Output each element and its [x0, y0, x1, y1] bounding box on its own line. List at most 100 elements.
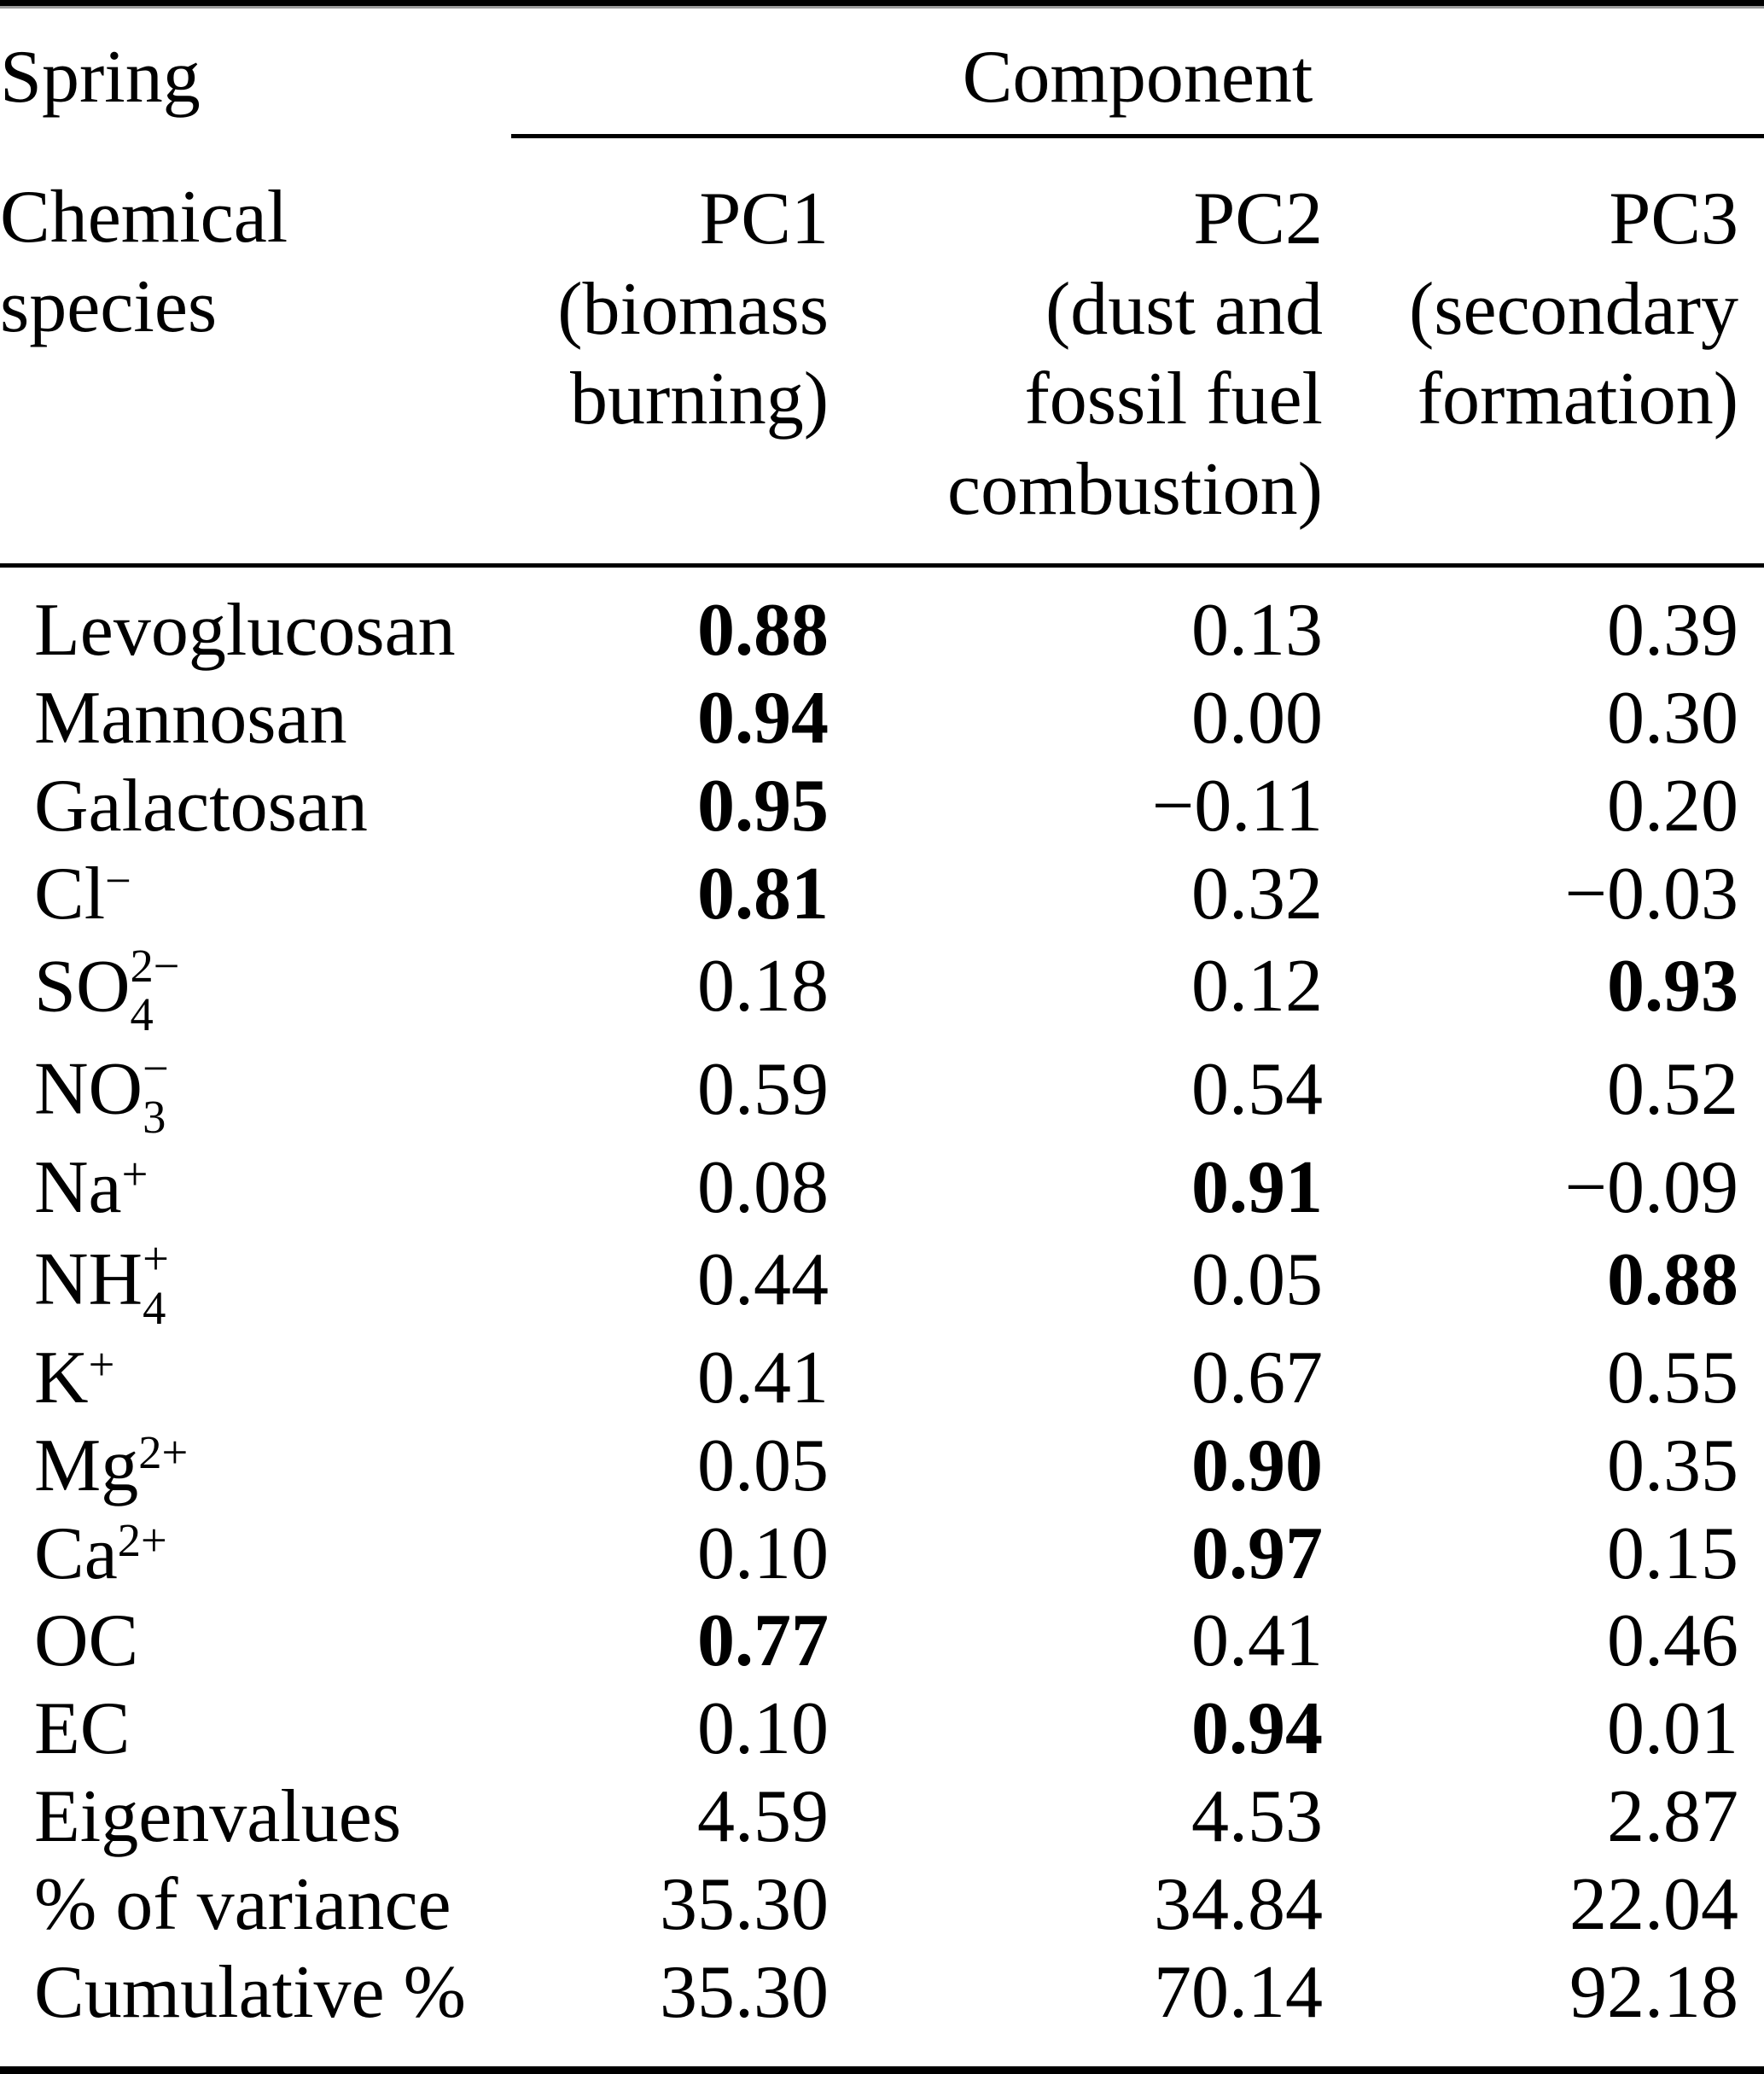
pc2-value-cell: 0.90 — [1191, 1424, 1323, 1507]
pc1-value-cell: 0.77 — [697, 1599, 829, 1683]
formula-superscript: 2+ — [138, 1425, 189, 1478]
species-header-cell: Chemical species — [0, 136, 511, 568]
pc3-value-cell: 0.15 — [1607, 1512, 1739, 1595]
table-body: Levoglucosan 0.88 0.13 0.39 Mannosan 0.94 0.00… — [0, 566, 1764, 2060]
pc3-value-cell: 2.87 — [1607, 1775, 1739, 1859]
species-cell: NO −3 — [0, 1041, 511, 1145]
pc1-header-cell: PC1 (biomass burning) — [511, 136, 829, 568]
species-cell: Cl− — [0, 851, 511, 939]
pc1-value-cell: 0.18 — [697, 944, 829, 1028]
season-label: Spring — [0, 36, 201, 119]
table-row: Eigenvalues 4.59 4.53 2.87 — [0, 1774, 1764, 1861]
pc2-value-cell: 0.12 — [1191, 944, 1323, 1028]
species-name: NH — [34, 1238, 143, 1321]
species-name: Cumulative % — [34, 1950, 466, 2034]
species-cell: EC — [0, 1686, 511, 1774]
table-row: Mannosan 0.94 0.00 0.30 — [0, 675, 1764, 763]
pca-loadings-table: Spring Component Chemical species PC1 (bio… — [0, 9, 1764, 2059]
pc3-value-cell: −0.09 — [1564, 1145, 1739, 1229]
species-name: Cl — [34, 852, 106, 935]
pc3-value-cell: 0.93 — [1607, 944, 1739, 1028]
season-header-cell: Spring — [0, 9, 511, 137]
pc3-value-cell: 0.46 — [1607, 1599, 1739, 1683]
pc1-header-line: burning) — [569, 358, 829, 441]
species-cell: NH +4 — [0, 1232, 511, 1335]
pc3-value-cell: 0.52 — [1607, 1047, 1739, 1131]
pc2-value-cell: 0.41 — [1191, 1599, 1323, 1683]
species-cell: K+ — [0, 1335, 511, 1423]
pc1-value-cell: 0.41 — [697, 1337, 829, 1420]
component-label: Component — [962, 36, 1313, 119]
pc1-value-cell: 0.10 — [697, 1512, 829, 1595]
pc3-value-cell: 0.88 — [1607, 1238, 1739, 1321]
pc2-value-cell: 0.67 — [1191, 1337, 1323, 1420]
species-cell: Eigenvalues — [0, 1774, 511, 1861]
header-row-pc: Chemical species PC1 (biomass burning) PC2(… — [0, 136, 1764, 568]
pc1-header-line: (biomass — [557, 267, 829, 351]
pc3-header-line: (secondary — [1409, 267, 1739, 351]
formula-scripts: −3 — [143, 1042, 169, 1144]
pc2-header-line: fossil fuel — [1024, 358, 1323, 441]
pc2-value-cell: 0.13 — [1191, 589, 1323, 673]
table-row: Cumulative % 35.30 70.14 92.18 — [0, 1949, 1764, 2060]
pc1-value-cell: 0.94 — [697, 677, 829, 760]
table-row: SO 2− 4 0.18 0.12 0.93 — [0, 939, 1764, 1042]
pc3-value-cell: 0.55 — [1607, 1337, 1739, 1420]
pc1-value-cell: 0.10 — [697, 1687, 829, 1771]
table-row: OC 0.77 0.41 0.46 — [0, 1598, 1764, 1686]
table-row: K+ 0.41 0.67 0.55 — [0, 1335, 1764, 1423]
pc2-header-cell: PC2 (dust and fossil fuel combustion) — [829, 136, 1323, 568]
top-rule-thick — [0, 0, 1764, 6]
pc1-value-cell: 35.30 — [660, 1950, 829, 2034]
table-row: Na+ 0.08 0.91 −0.09 — [0, 1145, 1764, 1232]
species-name: OC — [34, 1599, 139, 1683]
pc1-value-cell: 0.44 — [697, 1238, 829, 1321]
pc2-header-line: (dust and — [1045, 267, 1323, 351]
pc1-value-cell: 0.81 — [697, 852, 829, 935]
pc2-value-cell: 34.84 — [1154, 1862, 1323, 1946]
species-name: Na — [34, 1145, 122, 1229]
pc2-header-line: combustion) — [947, 447, 1323, 531]
pc3-value-cell: 22.04 — [1569, 1862, 1739, 1946]
species-cell: Na+ — [0, 1145, 511, 1232]
pc2-value-cell: 0.32 — [1191, 852, 1323, 935]
species-cell: Levoglucosan — [0, 566, 511, 675]
pc3-header-line: PC3 — [1609, 178, 1739, 260]
component-header-cell: Component — [511, 9, 1764, 138]
pc3-value-cell: 0.35 — [1607, 1424, 1739, 1507]
table-row: Levoglucosan 0.88 0.13 0.39 — [0, 566, 1764, 675]
formula-superscript: + — [88, 1337, 115, 1390]
table-row: EC 0.10 0.94 0.01 — [0, 1686, 1764, 1774]
species-name: Mg — [34, 1424, 139, 1507]
species-name: Levoglucosan — [34, 589, 456, 673]
species-cell: OC — [0, 1598, 511, 1686]
species-cell: SO 2− 4 — [0, 939, 511, 1042]
pc2-header-line: PC2 — [1193, 178, 1323, 260]
pc2-value-cell: 0.05 — [1191, 1238, 1323, 1321]
pc3-header-line: formation) — [1417, 358, 1739, 441]
pc3-value-cell: 92.18 — [1569, 1950, 1739, 2034]
pc2-value-cell: 0.91 — [1191, 1145, 1323, 1229]
species-cell: Cumulative % — [0, 1949, 511, 2060]
pc1-value-cell: 0.59 — [697, 1047, 829, 1131]
table-row: % of variance 35.30 34.84 22.04 — [0, 1861, 1764, 1949]
pc1-value-cell: 0.05 — [697, 1424, 829, 1507]
pc1-value-cell: 0.88 — [697, 589, 829, 673]
pc1-header-line: PC1 — [699, 178, 829, 260]
pc2-value-cell: 0.94 — [1191, 1687, 1323, 1771]
header-row-top: Spring Component — [0, 9, 1764, 138]
pc2-value-cell: 70.14 — [1154, 1950, 1323, 2034]
species-cell: Mg2+ — [0, 1423, 511, 1511]
pc2-value-cell: 4.53 — [1191, 1775, 1323, 1859]
species-name: % of variance — [34, 1862, 451, 1946]
pc3-value-cell: 0.39 — [1607, 589, 1739, 673]
formula-superscript: + — [121, 1147, 148, 1200]
species-header-line: species — [0, 265, 218, 349]
species-cell: Mannosan — [0, 675, 511, 763]
table-header: Spring Component Chemical species PC1 (bio… — [0, 9, 1764, 568]
species-name: NO — [34, 1047, 143, 1131]
species-name: SO — [34, 944, 131, 1028]
pc2-value-cell: 0.00 — [1191, 677, 1323, 760]
species-header-line: Chemical — [0, 175, 288, 259]
species-name: Eigenvalues — [34, 1775, 402, 1859]
